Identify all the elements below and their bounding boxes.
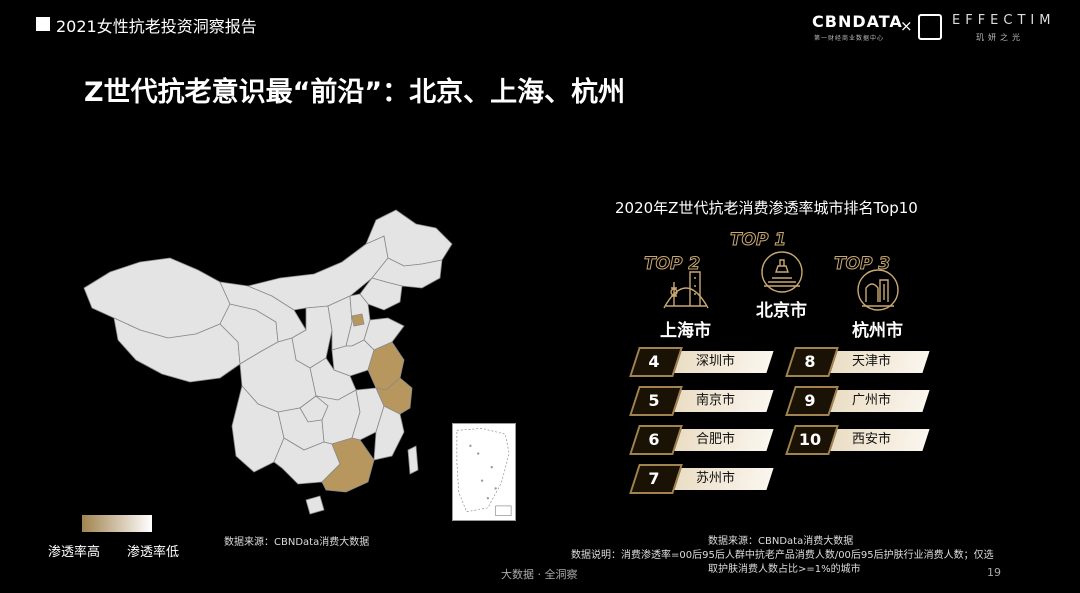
rank-city: 西安市 — [852, 432, 892, 447]
podium-top2-label: TOP 2 — [643, 254, 701, 275]
map-source-note: 数据来源：CBNData消费大数据 — [224, 537, 370, 548]
rank-number: 5 — [648, 391, 660, 410]
map-region-taiwan — [407, 445, 419, 475]
header-square-mark — [36, 17, 50, 31]
rank-city: 广州市 — [852, 393, 892, 408]
rank-number: 10 — [798, 430, 822, 449]
map-region-xinjiang — [83, 257, 231, 339]
podium-top1-label: TOP 1 — [729, 230, 787, 251]
south-china-sea-inset — [452, 423, 516, 521]
logo-separator: × — [900, 17, 913, 35]
page-number: 19 — [987, 566, 1001, 579]
rank-city: 合肥市 — [696, 432, 736, 447]
effectim-logo-subtitle: 玑妍之光 — [976, 33, 1024, 42]
legend-high-label: 渗透率高 — [48, 545, 101, 560]
map-region-hainan — [305, 495, 325, 515]
ranking-title: 2020年Z世代抗老消费渗透率城市排名Top10 — [615, 199, 918, 217]
map-region-zhejiang — [375, 377, 413, 415]
map-region-heilongjiang — [365, 209, 453, 267]
rank-city: 南京市 — [696, 393, 736, 408]
podium-top3-label: TOP 3 — [833, 254, 891, 275]
legend-low-label: 渗透率低 — [127, 545, 180, 560]
slide-title: Z世代抗老意识最“前沿”：北京、上海、杭州 — [84, 77, 626, 108]
rank-city: 苏州市 — [696, 471, 736, 486]
rank-number: 4 — [648, 352, 660, 371]
beijing-landmark-icon — [761, 251, 803, 293]
cbndata-logo-subtitle: 第一财经商业数据中心 — [814, 35, 885, 42]
rank-city: 深圳市 — [696, 354, 736, 369]
effectim-logo: EFFECTIM — [952, 13, 1056, 28]
legend-gradient-bar — [82, 515, 152, 532]
cbndata-logo: CBNDATA — [812, 12, 903, 31]
hangzhou-landmark-icon — [857, 269, 899, 311]
rank-number: 7 — [648, 469, 660, 488]
footer-tagline: 大数据 · 全洞察 — [501, 568, 578, 581]
ranking-data-note-line2: 取护肤消费人数占比>=1%的城市 — [708, 564, 861, 575]
map-region-beijing — [351, 313, 365, 327]
map-region-guangdong — [321, 437, 375, 493]
ranking-source-note: 数据来源：CBNData消费大数据 — [708, 536, 854, 547]
rank-city: 天津市 — [852, 354, 892, 369]
shanghai-landmark-icon — [663, 271, 709, 309]
rank-number: 8 — [804, 352, 816, 371]
china-map — [83, 209, 453, 515]
podium-top2-city: 上海市 — [660, 321, 711, 341]
effectim-logo-mark — [918, 14, 942, 40]
report-title: 2021女性抗老投资洞察报告 — [56, 17, 257, 36]
rank-number: 6 — [648, 430, 660, 449]
ranking-data-note-line1: 数据说明：消费渗透率=00后95后人群中抗老产品消费人数/00后95后护肤行业消… — [571, 550, 994, 561]
podium-top1-city: 北京市 — [756, 301, 807, 321]
rank-number: 9 — [804, 391, 816, 410]
podium-top3-city: 杭州市 — [852, 321, 903, 341]
